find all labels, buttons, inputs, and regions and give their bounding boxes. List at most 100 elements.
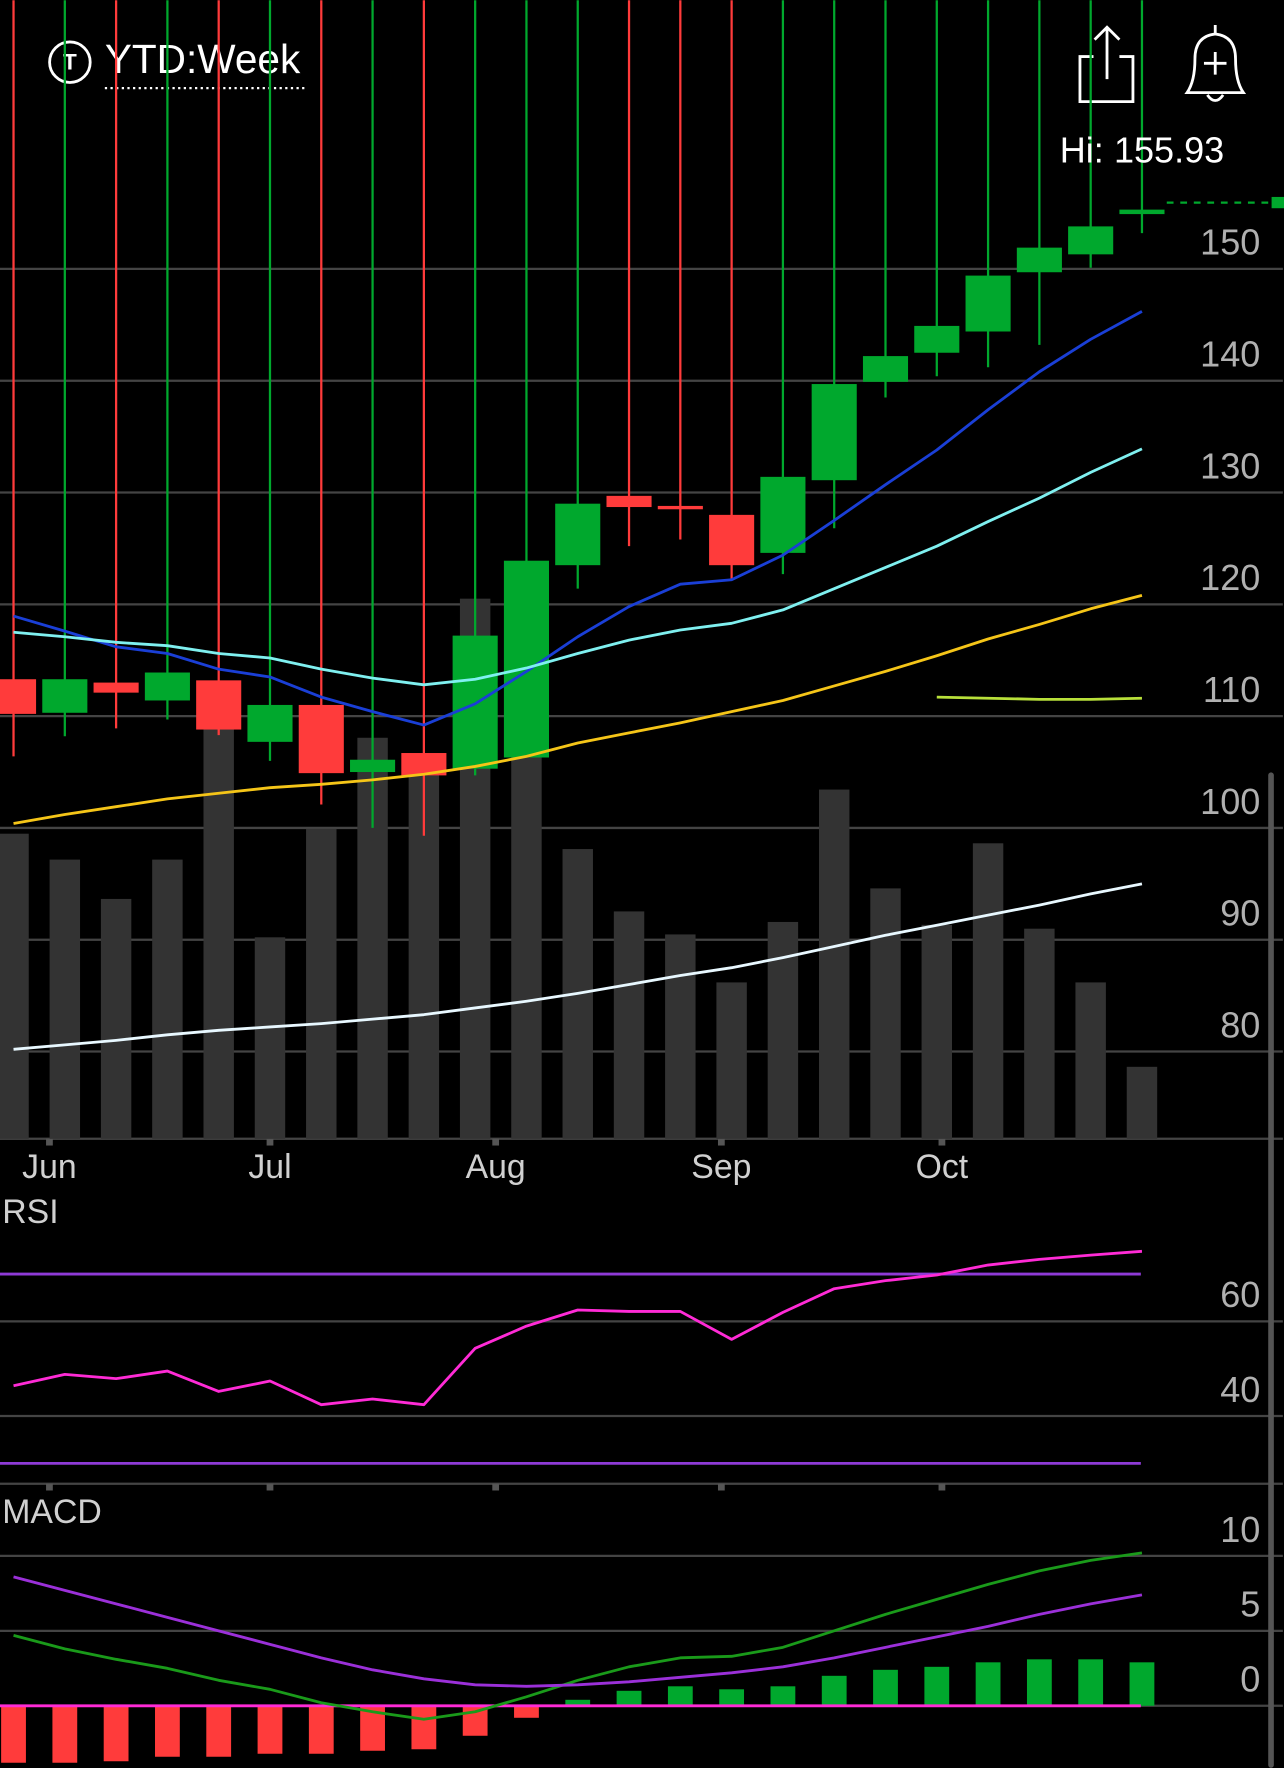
candle-body <box>606 495 652 508</box>
y-tick-label: 80 <box>1220 1004 1260 1045</box>
moving-average-line <box>13 310 1143 727</box>
candle-body <box>42 679 88 713</box>
macd-histogram-bar <box>308 1705 334 1754</box>
macd-histogram-bar <box>1 1705 26 1763</box>
y-tick-label: 90 <box>1220 893 1260 934</box>
macd-histogram-bar <box>514 1705 539 1718</box>
macd-histogram-bar <box>667 1686 693 1706</box>
x-tick-label: Sep <box>691 1148 751 1186</box>
ticker-icon-letter: T <box>63 49 77 74</box>
y-tick-label: 0 <box>1240 1659 1260 1700</box>
volume-bar <box>511 755 542 1139</box>
y-tick-label: 120 <box>1200 557 1260 598</box>
candle-body <box>862 356 909 382</box>
candle-body <box>657 505 703 510</box>
macd-histogram-bar <box>411 1705 437 1750</box>
volume-bar <box>818 789 850 1139</box>
macd-histogram-bar <box>616 1690 642 1706</box>
period-title: YTD:Week <box>105 36 301 82</box>
rsi-line <box>13 1249 1143 1407</box>
bell-clapper <box>1206 94 1225 102</box>
volume-bar <box>254 937 286 1139</box>
y-tick-label: 10 <box>1220 1509 1260 1550</box>
y-tick-label: 110 <box>1203 669 1261 710</box>
macd-histogram-bar <box>52 1705 78 1763</box>
macd-line <box>13 1575 1143 1688</box>
bell <box>1184 32 1247 95</box>
y-tick-label: 130 <box>1200 445 1260 486</box>
macd-histogram-bar <box>975 1662 1001 1706</box>
ticker-icon <box>48 40 92 84</box>
volume-bar <box>870 888 901 1139</box>
volume-bar <box>665 934 696 1139</box>
candle-body <box>1016 247 1062 273</box>
high-marker <box>1271 196 1284 209</box>
macd-histogram-bar <box>770 1686 796 1706</box>
macd-histogram-bar <box>1078 1659 1104 1706</box>
volume-bar <box>49 859 81 1139</box>
high-label: Hi: 155.93 <box>1060 129 1225 170</box>
moving-average-line <box>13 882 1143 1051</box>
volume-bar <box>152 859 183 1139</box>
candle-body <box>503 560 549 758</box>
high-value: 155.93 <box>1114 129 1224 170</box>
y-tick-label: 5 <box>1240 1584 1260 1625</box>
volume-bar <box>972 843 1004 1139</box>
candle-body <box>452 635 498 769</box>
candle-body <box>247 704 293 742</box>
macd-histogram-bar <box>103 1705 129 1762</box>
moving-average-line <box>13 594 1143 825</box>
high-label-text: Hi: <box>1060 129 1104 170</box>
volume-bar <box>1126 1066 1158 1139</box>
volume-bar <box>921 924 953 1139</box>
macd-histogram-bar <box>924 1666 950 1706</box>
scrollbar <box>1268 772 1274 1768</box>
y-tick-label: 100 <box>1200 781 1260 822</box>
macd-histogram-bar <box>873 1669 898 1706</box>
y-tick-label: 60 <box>1220 1274 1260 1315</box>
macd-histogram-bar <box>565 1699 591 1706</box>
panel-title: RSI <box>2 1193 58 1231</box>
volume-bar <box>203 727 234 1139</box>
period-selector[interactable]: T YTD:Week <box>48 36 306 90</box>
share-arrow <box>1093 25 1121 80</box>
volume-bar <box>306 828 337 1139</box>
volume-bar <box>716 982 747 1139</box>
volume-bar <box>100 898 132 1139</box>
macd-histogram-bar <box>257 1705 283 1754</box>
share-button[interactable] <box>1078 25 1135 104</box>
candle-body <box>965 275 1011 332</box>
x-tick-label: Jun <box>22 1148 76 1186</box>
volume-bar <box>1075 982 1106 1139</box>
candle-body <box>196 680 242 730</box>
moving-average-line <box>936 695 1142 701</box>
macd-histogram-bar <box>719 1689 745 1706</box>
macd-histogram-bar <box>206 1705 232 1757</box>
y-tick-label: 150 <box>1200 222 1260 263</box>
volume-bar <box>613 911 645 1139</box>
candle-body <box>1119 209 1165 215</box>
macd-line <box>13 1551 1143 1721</box>
candle-body <box>1068 226 1114 255</box>
macd-histogram-bar <box>821 1675 847 1706</box>
candle-body <box>298 704 344 774</box>
x-tick-label: Oct <box>916 1148 969 1186</box>
macd-histogram-bar <box>155 1705 180 1757</box>
volume-bar <box>0 833 29 1139</box>
macd-histogram-bar <box>1026 1659 1052 1706</box>
bell-plus <box>1203 52 1227 75</box>
candle-body <box>914 325 960 353</box>
candle-body <box>401 753 447 776</box>
x-tick-label: Jul <box>248 1148 291 1186</box>
candle-body <box>709 514 755 566</box>
candle-body <box>93 682 139 693</box>
y-tick-label: 140 <box>1200 334 1260 375</box>
alert-button[interactable] <box>1184 24 1247 102</box>
candle-body <box>144 672 190 701</box>
candle-body <box>555 503 601 566</box>
y-tick-label: 40 <box>1220 1369 1260 1410</box>
moving-average-line <box>13 447 1143 687</box>
candle-body <box>0 679 37 714</box>
